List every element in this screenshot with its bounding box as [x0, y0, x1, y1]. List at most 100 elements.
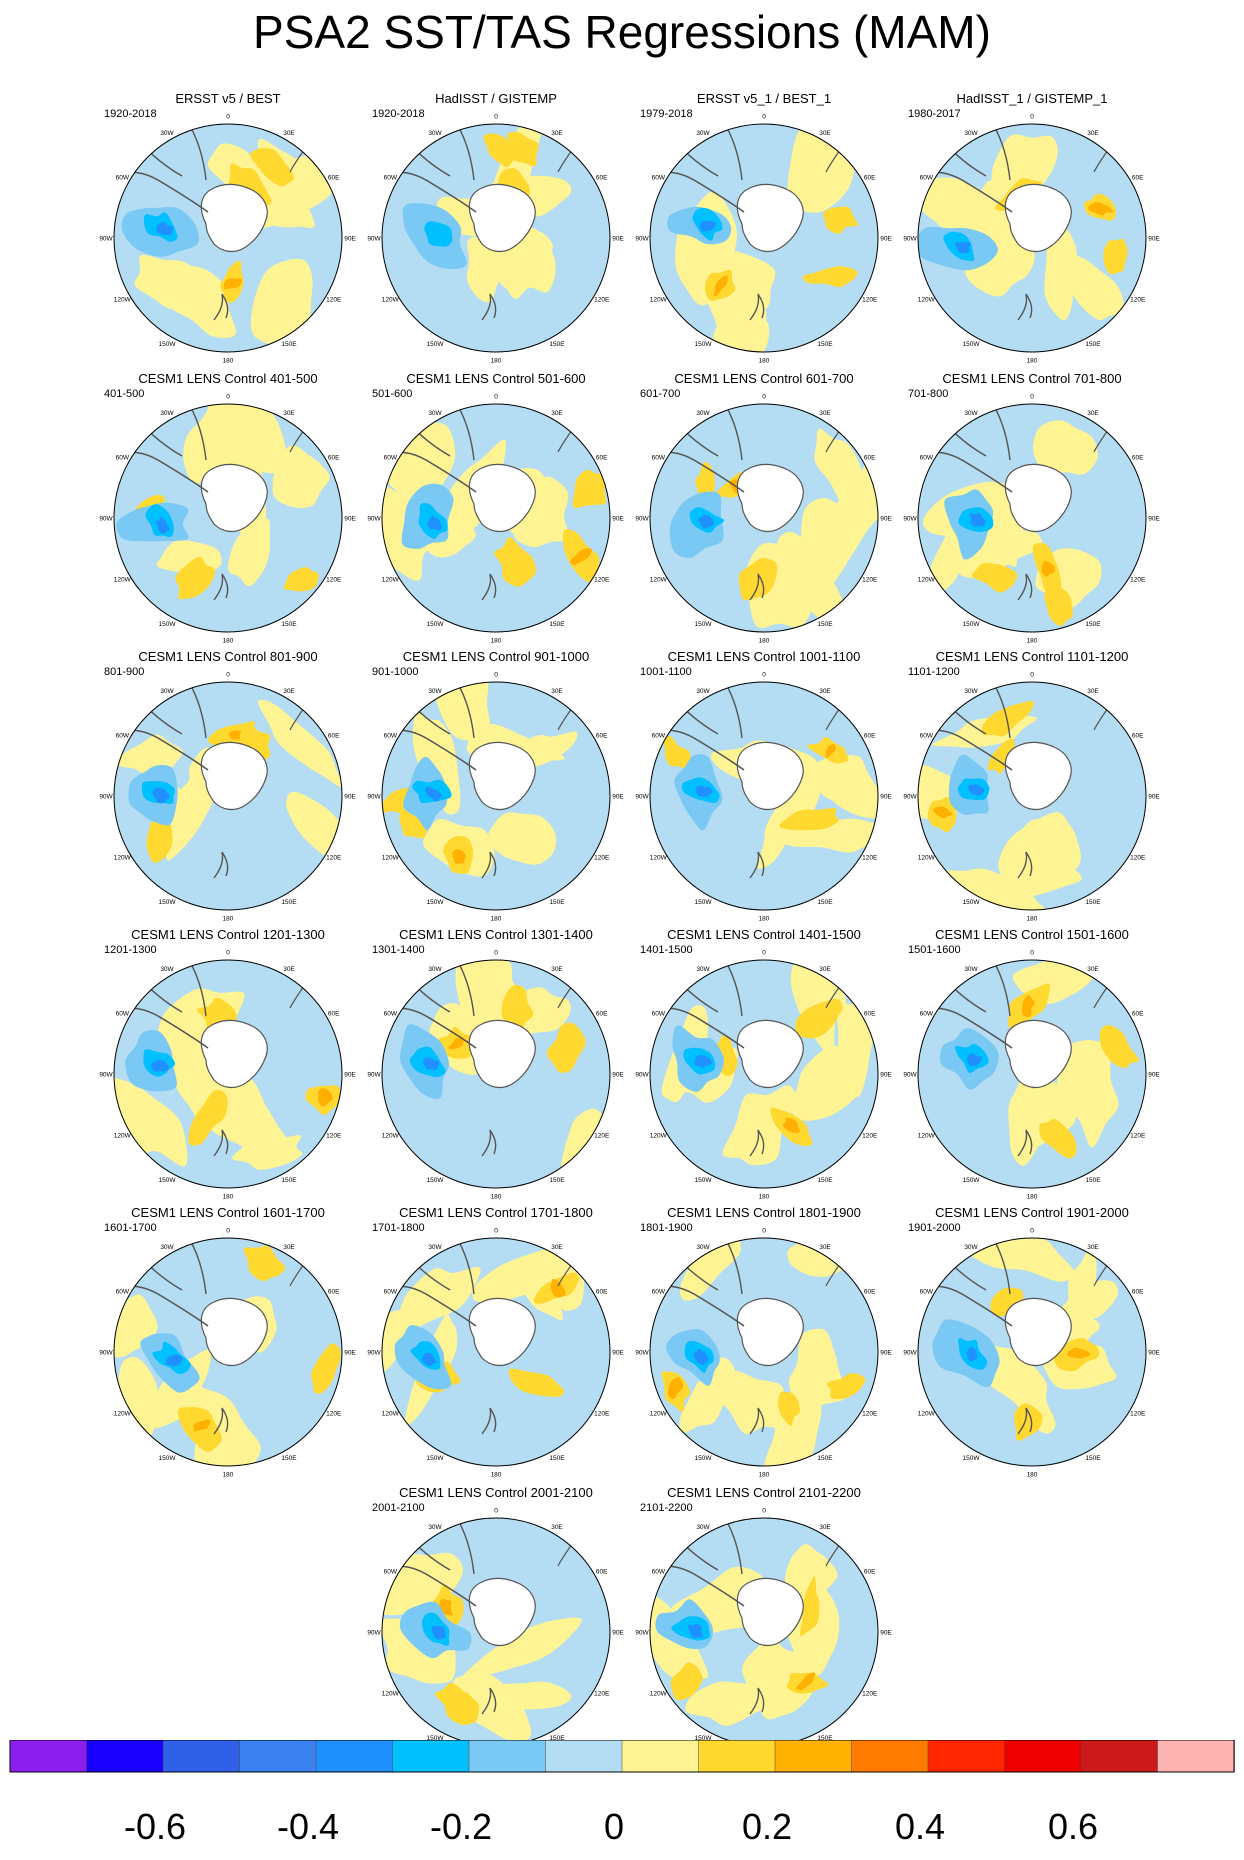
panel-title: CESM1 LENS Control 901-1000 — [402, 649, 590, 664]
positive-anomaly-region — [1033, 420, 1098, 475]
antarctica-coastline — [468, 741, 536, 811]
polar-stereographic-map: 0 30E 60E 90E 120E 150E 180 150W 120W 90W 60W 30W — [367, 114, 624, 365]
longitude-label: 90W — [635, 236, 649, 243]
longitude-label: 60E — [596, 1289, 608, 1296]
antarctica-coastline — [736, 741, 804, 811]
longitude-label: 30E — [1087, 688, 1099, 695]
longitude-label: 90W — [99, 236, 113, 243]
longitude-label: 120E — [326, 1411, 342, 1418]
longitude-label: 180 — [1027, 1194, 1038, 1201]
panel-title: ERSST v5 / BEST — [175, 91, 281, 106]
colorbar-tick-label: -0.6 — [123, 1806, 187, 1847]
positive-anomaly-region — [776, 531, 851, 626]
map-boundary — [917, 123, 1147, 353]
longitude-label: 150W — [159, 899, 177, 906]
longitude-label: 60W — [384, 1289, 398, 1296]
longitude-label: 120W — [114, 297, 132, 304]
panel-title: CESM1 LENS Control 801-900 — [138, 649, 318, 664]
longitude-label: 90E — [880, 1072, 892, 1079]
colorbar-tick-label: -0.4 — [276, 1806, 340, 1847]
panel-title: CESM1 LENS Control 701-800 — [942, 371, 1122, 386]
longitude-label: 60W — [652, 733, 666, 740]
new-zealand-coastline — [1017, 1407, 1033, 1435]
longitude-label: 120W — [918, 1133, 936, 1140]
map-panel: CESM1 LENS Control 1701-1800 1701-1800 0 30… — [362, 1206, 630, 1479]
longitude-label: 0 — [1030, 672, 1034, 679]
positive-anomaly-peak — [825, 743, 836, 758]
panel-title: CESM1 LENS Control 601-700 — [674, 371, 854, 386]
longitude-label: 150E — [549, 1177, 565, 1184]
longitude-label: 0 — [762, 1228, 766, 1235]
positive-anomaly-core — [1044, 586, 1073, 627]
positive-anomaly-region — [918, 177, 1004, 246]
longitude-label: 150E — [549, 621, 565, 628]
positive-anomaly-core — [670, 1662, 703, 1701]
longitude-label: 30W — [160, 688, 174, 695]
positive-anomaly-peak — [1066, 1347, 1091, 1359]
map-panel: CESM1 LENS Control 1501-1600 1501-1600 0 30… — [898, 928, 1166, 1201]
polar-stereographic-map: 0 30E 60E 90E 120E 150E 180 150W 120W 90W 60W 30W — [99, 1228, 356, 1479]
longitude-label: 0 — [1030, 1228, 1034, 1235]
longitude-label: 30W — [160, 130, 174, 137]
positive-anomaly-core — [987, 738, 1015, 774]
negative-anomaly-peak — [152, 787, 170, 804]
longitude-label: 150W — [963, 621, 981, 628]
polar-stereographic-map: 0 30E 60E 90E 120E 150E 180 150W 120W 90W 60W 30W — [367, 950, 624, 1201]
longitude-label: 90W — [99, 516, 113, 523]
longitude-label: 90E — [612, 1072, 624, 1079]
longitude-label: 30W — [160, 410, 174, 417]
new-zealand-coastline — [1017, 851, 1033, 879]
longitude-label: 180 — [223, 358, 234, 365]
longitude-label: 30E — [819, 688, 831, 695]
negative-anomaly-peak — [698, 515, 714, 529]
positive-anomaly-peak — [448, 1037, 464, 1050]
longitude-label: 120E — [326, 855, 342, 862]
positive-anomaly-region — [1044, 229, 1078, 321]
colorbar-swatch — [315, 1740, 394, 1773]
panel-year-range: 601-700 — [640, 388, 681, 400]
longitude-label: 90W — [635, 1350, 649, 1357]
longitude-label: 0 — [1030, 394, 1034, 401]
positive-anomaly-region — [1009, 865, 1082, 898]
map-boundary — [381, 959, 611, 1189]
positive-anomaly-region — [429, 682, 491, 741]
longitude-label: 30E — [283, 1244, 295, 1251]
antarctica-coastline — [736, 183, 804, 253]
panel-title: CESM1 LENS Control 2101-2200 — [667, 1485, 861, 1500]
positive-anomaly-region — [286, 791, 342, 866]
negative-anomaly-peak — [693, 1348, 710, 1365]
positive-anomaly-region — [790, 1045, 867, 1121]
longitude-label: 30E — [283, 130, 295, 137]
longitude-label: 60E — [596, 1011, 608, 1018]
longitude-label: 120W — [650, 297, 668, 304]
positive-anomaly-core — [822, 206, 858, 234]
positive-anomaly-peak — [193, 1419, 211, 1432]
longitude-label: 90W — [635, 1072, 649, 1079]
positive-anomaly-core — [503, 131, 539, 167]
map-boundary — [113, 681, 343, 911]
positive-anomaly-core — [175, 556, 216, 600]
panel-year-range: 1001-1100 — [640, 666, 692, 678]
map-panel: CESM1 LENS Control 1201-1300 1201-1300 0 30… — [94, 928, 362, 1201]
positive-anomaly-peak — [1022, 995, 1035, 1018]
colorbar-tick-label: 0.4 — [894, 1806, 946, 1847]
longitude-label: 120W — [650, 577, 668, 584]
polar-stereographic-map: 0 30E 60E 90E 120E 150E 180 150W 120W 90W 60W 30W — [99, 114, 356, 365]
positive-anomaly-core — [795, 999, 843, 1039]
positive-anomaly-core — [250, 148, 294, 187]
positive-anomaly-peak — [439, 1598, 453, 1616]
positive-anomaly-region — [462, 1617, 582, 1680]
longitude-label: 0 — [494, 1228, 498, 1235]
longitude-label: 60E — [1132, 733, 1144, 740]
longitude-label: 90W — [903, 794, 917, 801]
longitude-label: 120E — [326, 1133, 342, 1140]
colorbar-swatch — [621, 1740, 700, 1773]
positive-anomaly-peak — [223, 278, 242, 290]
panel-title: CESM1 LENS Control 1401-1500 — [667, 927, 861, 942]
longitude-label: 180 — [223, 638, 234, 645]
panel-title: CESM1 LENS Control 501-600 — [406, 371, 586, 386]
longitude-label: 30W — [428, 1244, 442, 1251]
longitude-label: 150W — [427, 1735, 445, 1742]
longitude-label: 60E — [596, 175, 608, 182]
longitude-label: 120W — [382, 1133, 400, 1140]
